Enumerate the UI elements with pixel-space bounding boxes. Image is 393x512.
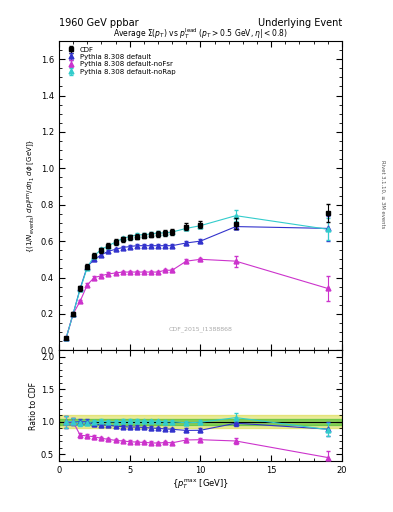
X-axis label: $\{p_T^\mathrm{max}\ [\mathrm{GeV}]\}$: $\{p_T^\mathrm{max}\ [\mathrm{GeV}]\}$: [172, 477, 229, 491]
Title: Average $\Sigma(p_T)$ vs $p_T^\mathrm{lead}$ ($p_T > 0.5$ GeV, $\eta| < 0.8$): Average $\Sigma(p_T)$ vs $p_T^\mathrm{le…: [113, 26, 288, 41]
Bar: [59, 415, 342, 429]
Y-axis label: $\{(1/N_\mathrm{events})\ dp_T^\mathrm{sum}/d\eta_1\ d\phi\ [\mathrm{GeV}]\}$: $\{(1/N_\mathrm{events})\ dp_T^\mathrm{s…: [26, 138, 38, 253]
Text: CDF_2015_I1388868: CDF_2015_I1388868: [169, 326, 232, 332]
Y-axis label: Ratio to CDF: Ratio to CDF: [29, 381, 38, 430]
Text: Rivet 3.1.10, ≥ 3M events: Rivet 3.1.10, ≥ 3M events: [381, 160, 386, 229]
Text: 1960 GeV ppbar: 1960 GeV ppbar: [59, 18, 139, 28]
Legend: CDF, Pythia 8.308 default, Pythia 8.308 default-noFsr, Pythia 8.308 default-noRa: CDF, Pythia 8.308 default, Pythia 8.308 …: [62, 45, 178, 77]
Text: Underlying Event: Underlying Event: [258, 18, 342, 28]
Bar: [59, 418, 342, 425]
